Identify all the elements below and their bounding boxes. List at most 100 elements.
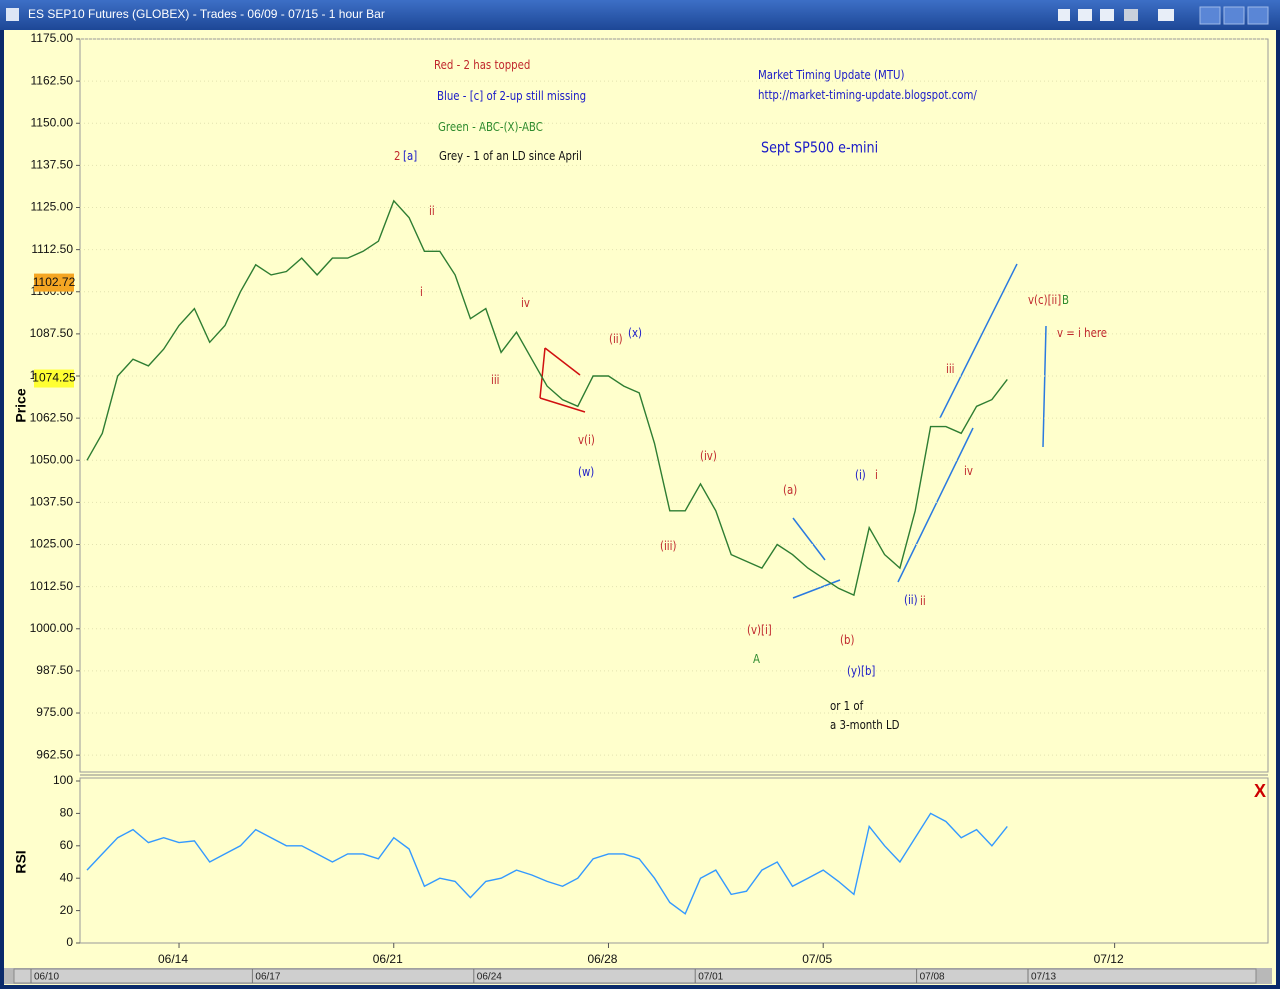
app-icon [6, 8, 19, 21]
x-tick-label: 07/05 [802, 952, 832, 966]
y-tick-label: 40 [60, 870, 74, 884]
y-tick-label: 20 [60, 903, 74, 917]
toolbar-icon[interactable] [1078, 9, 1092, 21]
close-indicator[interactable]: X [1254, 781, 1266, 801]
wave-annotation: or 1 of [830, 699, 864, 713]
x-tick-label: 06/21 [373, 952, 403, 966]
maximize-button[interactable] [1223, 6, 1245, 25]
price-marker-label: 1102.72 [33, 275, 76, 289]
wave-annotation: a 3-month LD [830, 718, 899, 732]
wave-annotation: ii [429, 204, 435, 218]
trend-line [792, 579, 841, 599]
y-tick-label: 987.50 [36, 663, 73, 677]
toolbar-icon[interactable] [1158, 9, 1174, 21]
y-tick-label: 100 [53, 773, 73, 787]
wave-annotation: (v)[i] [747, 623, 772, 637]
wave-annotation: Red - 2 has topped [434, 58, 530, 72]
wave-annotation: (b) [840, 633, 854, 647]
y-axis-label: RSI [13, 850, 29, 873]
x-tick-label: 07/12 [1094, 952, 1124, 966]
y-tick-label: 1162.50 [31, 73, 74, 87]
trend-line [539, 397, 586, 413]
wave-annotation: v(i) [578, 433, 595, 447]
y-tick-label: 1050.00 [30, 452, 74, 466]
wave-annotation: 2 [394, 149, 400, 163]
wave-annotation: (a) [783, 483, 797, 497]
y-tick-label: 80 [60, 806, 74, 820]
scroll-label: 07/13 [1031, 972, 1056, 983]
wave-annotation: (y)[b] [847, 664, 875, 678]
scrollbar-thumb[interactable] [13, 968, 1257, 984]
y-tick-label: 1025.00 [30, 537, 74, 551]
wave-annotation: Sept SP500 e-mini [761, 139, 878, 156]
trend-line [939, 263, 1018, 419]
wave-annotation: B [1062, 293, 1069, 307]
x-tick-label: 06/28 [587, 952, 617, 966]
scroll-label: 07/01 [698, 972, 723, 983]
y-tick-label: 60 [60, 838, 74, 852]
wave-annotation: (ii) [904, 593, 918, 607]
wave-annotation: [a] [403, 149, 417, 163]
x-tick-label: 06/14 [158, 952, 188, 966]
price-marker-label: 1074.25 [32, 371, 76, 385]
wave-annotation: i [420, 285, 423, 299]
trend-line [544, 347, 581, 376]
trend-line [1042, 325, 1047, 448]
scroll-label: 07/08 [920, 972, 945, 983]
wave-annotation: ii [920, 594, 926, 608]
wave-annotation: Green - ABC-(X)-ABC [438, 120, 543, 134]
wave-annotation: v(c)[ii] [1028, 293, 1061, 307]
trend-lines [539, 263, 1047, 599]
wave-annotation: iii [946, 362, 955, 376]
data-line [86, 812, 1008, 915]
trend-line [897, 427, 974, 583]
wave-annotation: iii [491, 373, 500, 387]
wave-annotation: iv [521, 296, 530, 310]
toolbar-icon[interactable] [1100, 9, 1114, 21]
y-axis-label: Price [13, 388, 29, 422]
scroll-label: 06/17 [255, 972, 280, 983]
trend-line [792, 517, 826, 561]
wave-annotation: iv [964, 464, 973, 478]
wave-annotation: (iv) [700, 449, 717, 463]
y-tick-label: 1137.50 [31, 158, 74, 172]
y-tick-label: 1062.50 [30, 410, 74, 424]
title-buttons[interactable] [1058, 6, 1269, 25]
y-tick-label: 1150.00 [31, 115, 74, 129]
y-tick-label: 1112.50 [31, 242, 73, 256]
scroll-label: 06/10 [34, 972, 59, 983]
toolbar-icon[interactable] [1058, 9, 1070, 21]
y-tick-label: 1125.00 [31, 200, 74, 214]
wave-annotation: Grey - 1 of an LD since April [439, 149, 582, 163]
wave-annotation: i [875, 468, 878, 482]
wave-annotation: (w) [578, 465, 594, 479]
wave-annotation: http://market-timing-update.blogspot.com… [758, 88, 977, 102]
window-title: ES SEP10 Futures (GLOBEX) - Trades - 06/… [28, 7, 385, 21]
y-tick-label: 962.50 [36, 747, 73, 761]
y-tick-label: 1175.00 [31, 31, 74, 45]
toolbar-icon[interactable] [1124, 9, 1138, 21]
price-marker [34, 273, 74, 292]
wave-annotation: (ii) [609, 332, 623, 346]
y-tick-label: 1012.50 [30, 579, 74, 593]
wave-annotation: Market Timing Update (MTU) [758, 68, 905, 82]
wave-annotation: (iii) [660, 539, 676, 553]
y-tick-label: 1000.00 [30, 621, 74, 635]
trend-line [539, 347, 546, 399]
y-tick-label: 1037.50 [30, 495, 74, 509]
wave-annotation: (x) [628, 326, 642, 340]
price-marker [34, 369, 74, 388]
y-tick-label: 1087.50 [30, 326, 74, 340]
price-panel [79, 38, 1269, 773]
minimize-button[interactable] [1199, 6, 1221, 25]
wave-annotation: Blue - [c] of 2-up still missing [437, 89, 586, 103]
scroll-label: 06/24 [477, 972, 502, 983]
data-line [86, 199, 1008, 597]
y-tick-label: 0 [66, 935, 73, 949]
rsi-panel [79, 777, 1269, 944]
y-tick-label: 975.00 [36, 705, 73, 719]
wave-annotation: (i) [855, 468, 866, 482]
close-button[interactable] [1247, 6, 1269, 25]
wave-annotation: v = i here [1057, 326, 1107, 340]
